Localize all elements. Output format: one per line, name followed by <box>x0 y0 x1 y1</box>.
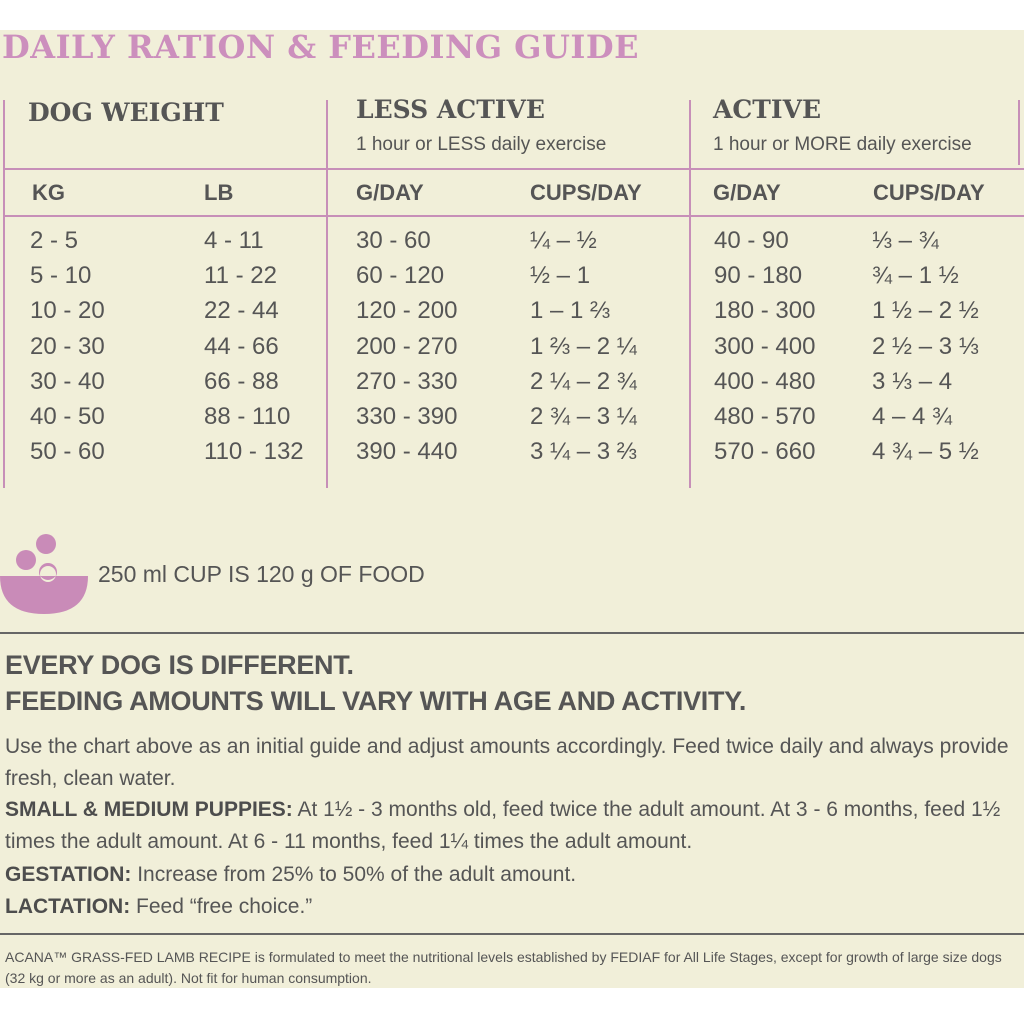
cell-kg: 2 - 5 <box>30 227 79 254</box>
cell-lb: 44 - 66 <box>204 332 279 360</box>
intro-paragraph: Use the chart above as an initial guide … <box>5 735 1009 790</box>
gestation-text: Increase from 25% to 50% of the adult am… <box>131 863 577 886</box>
lactation-label: LACTATION: <box>5 895 131 918</box>
cell-active-g-day: 400 - 480 <box>714 367 816 395</box>
table-divider <box>326 100 328 488</box>
cell-less-cups-day: 1 ⅔ – 2 ¼ <box>530 332 637 360</box>
cell-kg: 40 - 50 <box>30 403 105 430</box>
column-header-active-cups-day: CUPS/DAY <box>873 180 985 205</box>
cell-lb: 4 - 11 <box>204 227 264 254</box>
less-active-subheader: 1 hour or LESS daily exercise <box>356 134 607 155</box>
page-title: DAILY RATION & FEEDING GUIDE <box>2 28 640 66</box>
column-header-active-g-day: G/DAY <box>713 180 781 205</box>
cup-note: 250 ml CUP IS 120 g OF FOOD <box>98 561 425 587</box>
puppies-paragraph: SMALL & MEDIUM PUPPIES: At 1½ - 3 months… <box>5 794 1020 858</box>
cell-less-cups-day: 2 ¼ – 2 ¾ <box>530 367 637 395</box>
cell-active-cups-day: 4 – 4 ¾ <box>872 403 953 430</box>
cell-less-cups-day: 1 – 1 ⅔ <box>530 297 611 325</box>
puppies-text: At 1½ - 3 months old, feed twice the adu… <box>5 798 1001 853</box>
cell-less-g-day: 270 - 330 <box>356 367 458 395</box>
gestation-paragraph: GESTATION: Increase from 25% to 50% of t… <box>5 859 1020 891</box>
column-header-lb: LB <box>204 180 234 205</box>
cell-kg: 50 - 60 <box>30 438 105 466</box>
cell-kg: 30 - 40 <box>30 367 105 395</box>
cell-active-cups-day: 4 ¾ – 5 ½ <box>872 438 979 466</box>
cell-less-g-day: 330 - 390 <box>356 403 458 430</box>
cell-lb: 22 - 44 <box>204 297 279 325</box>
lactation-text: Feed “free choice.” <box>130 895 313 918</box>
cell-kg: 10 - 20 <box>30 297 105 325</box>
cell-less-g-day: 60 - 120 <box>356 262 445 290</box>
cell-active-g-day: 40 - 90 <box>714 227 789 254</box>
cell-active-cups-day: 2 ½ – 3 ⅓ <box>872 332 979 360</box>
table-divider <box>3 100 5 488</box>
cell-less-cups-day: ¼ – ½ <box>530 227 597 254</box>
food-bowl-icon <box>0 534 88 614</box>
section-divider <box>0 632 1024 634</box>
cell-kg: 5 - 10 <box>30 262 92 290</box>
table-divider <box>3 215 1024 217</box>
cell-less-g-day: 200 - 270 <box>356 332 458 360</box>
cell-less-cups-day: 3 ¼ – 3 ⅔ <box>530 438 637 466</box>
lactation-paragraph: LACTATION: Feed “free choice.” <box>5 891 1020 923</box>
table-divider <box>3 168 1024 170</box>
cell-active-g-day: 90 - 180 <box>714 262 803 290</box>
cell-kg: 20 - 30 <box>30 332 105 360</box>
cell-less-cups-day: 2 ¾ – 3 ¼ <box>530 403 637 430</box>
cell-active-cups-day: ⅓ – ¾ <box>872 227 939 254</box>
cell-active-g-day: 570 - 660 <box>714 438 816 466</box>
active-subheader: 1 hour or MORE daily exercise <box>713 134 972 155</box>
cell-lb: 66 - 88 <box>204 367 279 395</box>
gestation-label: GESTATION: <box>5 863 132 886</box>
column-header-less-cups-day: CUPS/DAY <box>530 180 642 205</box>
column-header-less-g-day: G/DAY <box>356 180 424 205</box>
footnote: ACANA™ GRASS-FED LAMB RECIPE is formulat… <box>5 949 1002 986</box>
cell-active-cups-day: ¾ – 1 ½ <box>872 262 959 290</box>
table-divider <box>1018 100 1020 165</box>
puppies-label: SMALL & MEDIUM PUPPIES: <box>5 798 293 821</box>
guide-panel <box>0 30 1024 988</box>
headline-feeding-amounts: FEEDING AMOUNTS WILL VARY WITH AGE AND A… <box>5 686 747 716</box>
cell-less-g-day: 390 - 440 <box>356 438 458 466</box>
cell-lb: 110 - 132 <box>204 438 304 466</box>
cell-active-g-day: 300 - 400 <box>714 332 816 360</box>
cell-lb: 11 - 22 <box>204 262 277 290</box>
cell-less-g-day: 30 - 60 <box>356 227 431 254</box>
active-header: ACTIVE <box>713 95 822 124</box>
less-active-header: LESS ACTIVE <box>356 95 545 124</box>
cell-lb: 88 - 110 <box>204 403 291 430</box>
column-header-kg: KG <box>32 180 65 205</box>
cell-active-g-day: 180 - 300 <box>714 297 816 325</box>
cell-active-g-day: 480 - 570 <box>714 403 816 430</box>
cell-less-cups-day: ½ – 1 <box>530 262 591 290</box>
dog-weight-header: DOG WEIGHT <box>28 98 224 127</box>
cell-active-cups-day: 1 ½ – 2 ½ <box>872 297 979 325</box>
table-divider <box>689 100 691 488</box>
cell-less-g-day: 120 - 200 <box>356 297 458 325</box>
headline-every-dog: EVERY DOG IS DIFFERENT. <box>5 650 354 680</box>
cell-active-cups-day: 3 ⅓ – 4 <box>872 367 953 395</box>
footnote-divider <box>0 933 1024 935</box>
